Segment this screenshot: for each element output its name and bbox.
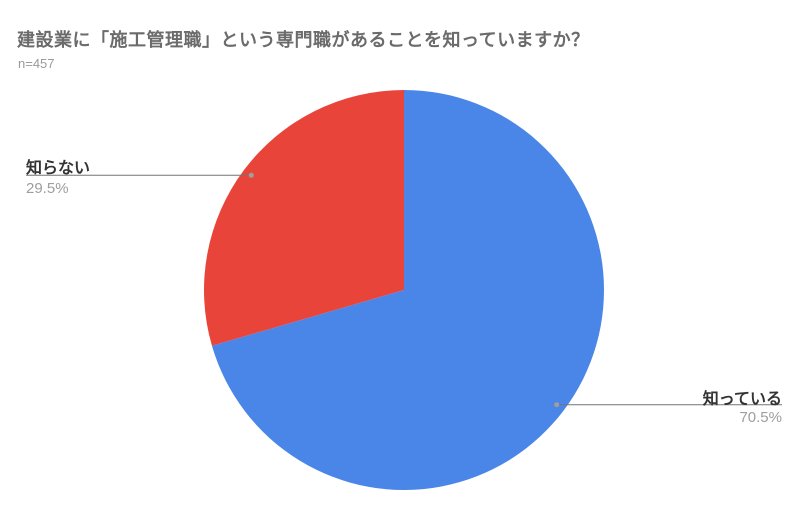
pie-slice-0 [211,90,604,490]
chart-title: 建設業に「施工管理職」という専門職があることを知っていますか？ [17,30,590,50]
slice-label-shitteiru: 知っている [702,391,782,408]
leader-dot-0 [554,402,560,408]
pie-slice-1 [203,90,404,346]
slice-percent-shitteiru: 70.5% [739,409,782,426]
slice-label-shiranai: 知らない [26,160,91,177]
sample-size-label: n=457 [18,56,55,71]
slice-percent-shiranai: 29.5% [26,180,69,197]
leader-dot-1 [248,172,254,178]
